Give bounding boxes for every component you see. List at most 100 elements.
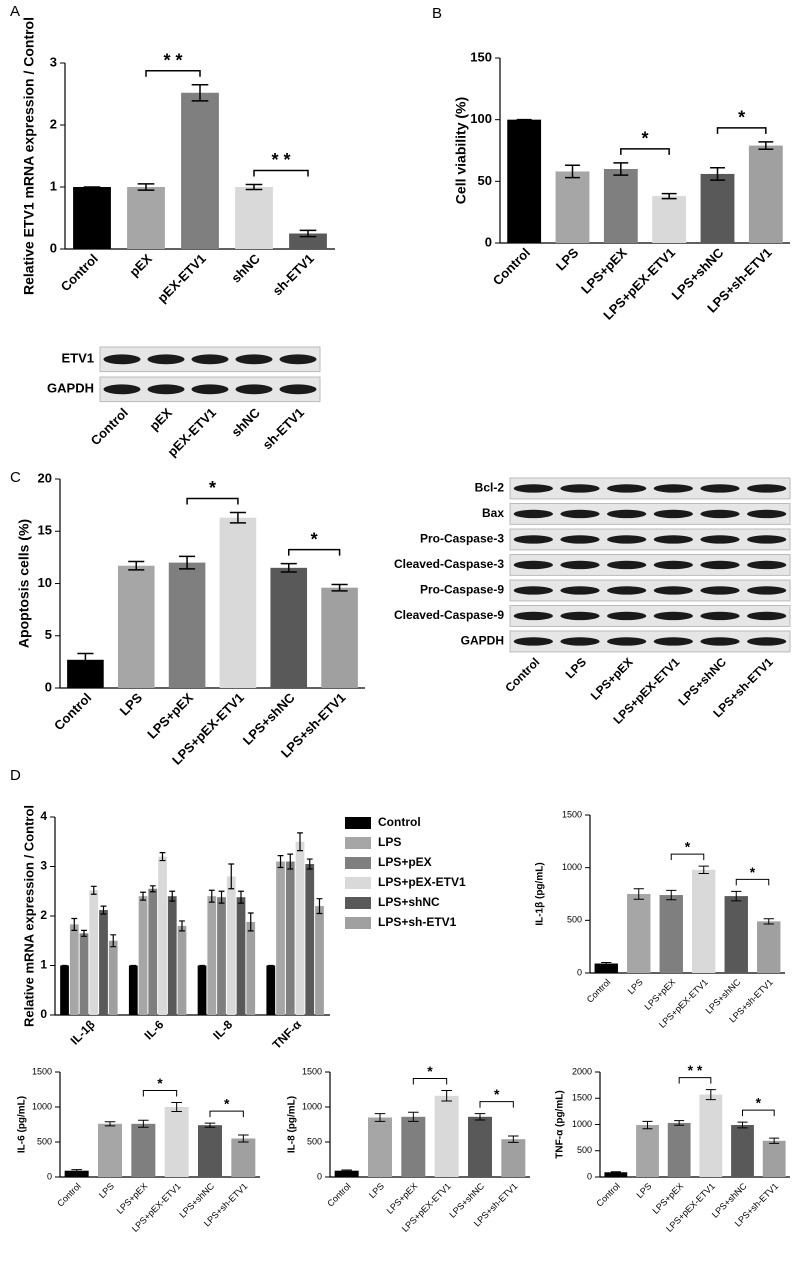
bar: [219, 517, 257, 688]
error-bar: [758, 141, 774, 151]
error-bar: [169, 890, 176, 902]
blot-band: [513, 560, 553, 570]
bar: [627, 894, 651, 973]
bar: [321, 587, 358, 688]
blot-band: [653, 637, 693, 646]
y-tick-label: 1: [50, 178, 57, 193]
bar: [594, 963, 618, 973]
blot-strip: [509, 477, 791, 500]
blot-strip: [509, 630, 791, 653]
y-tick-label: 1500: [562, 809, 582, 819]
panel-label: D: [10, 767, 21, 784]
significance-bracket: [479, 1101, 514, 1108]
y-tick-label: 15: [38, 523, 52, 538]
legend-swatch: [345, 837, 371, 849]
y-tick-label: 500: [307, 1136, 322, 1146]
error-bar: [763, 918, 774, 925]
blot-band: [700, 637, 740, 646]
x-tick-label: LPS: [626, 977, 645, 996]
blot-band: [513, 586, 553, 595]
error-bar: [633, 888, 644, 900]
error-bar: [280, 562, 297, 573]
x-tick-label: Control: [55, 1181, 83, 1209]
x-tick-label: Control: [594, 1181, 622, 1209]
y-axis-label: Cell viability (%): [453, 97, 469, 204]
blot-row-label: Pro-Caspase-9: [420, 583, 504, 597]
blot-lane-label: shNC: [228, 405, 263, 440]
significance-bracket: [142, 1089, 178, 1097]
error-bar: [565, 164, 580, 179]
legend-label: Control: [378, 815, 421, 829]
error-bar: [208, 889, 215, 903]
bar: [158, 856, 167, 1015]
y-axis-label: Relative mRNA expression / Control: [21, 805, 36, 1027]
bar: [236, 897, 246, 1015]
blot-band: [607, 586, 647, 595]
significance-label: * *: [271, 150, 290, 170]
error-bar: [441, 1090, 452, 1102]
y-axis-label: TNF-α (pg/mL): [555, 1090, 566, 1158]
blot-band: [513, 509, 553, 519]
significance-bracket: [186, 497, 239, 505]
blot-band: [700, 560, 740, 570]
x-tick-label: TNF-α: [270, 1017, 305, 1052]
blot-lane-label: LPS: [563, 655, 589, 681]
error-bar: [474, 1113, 486, 1121]
significance-label: *: [738, 108, 745, 128]
bar: [79, 933, 89, 1015]
significance-bracket: [288, 548, 341, 556]
y-tick-label: 0: [50, 240, 57, 255]
error-bar: [769, 1137, 780, 1144]
blot-band: [191, 354, 229, 365]
bar: [276, 861, 285, 1015]
blot-band: [560, 484, 600, 493]
error-bar: [138, 1119, 149, 1128]
y-tick-label: 4: [40, 809, 47, 823]
y-tick-label: 100: [470, 111, 492, 126]
blot-strip: [509, 554, 791, 576]
blot-band: [653, 611, 693, 621]
error-bar: [140, 891, 146, 901]
bar: [117, 565, 155, 688]
x-tick-label: Control: [325, 1181, 353, 1209]
blot-band: [103, 384, 141, 395]
error-bar: [238, 890, 244, 904]
error-bar: [341, 1169, 352, 1172]
y-tick-label: 1000: [562, 862, 582, 872]
bar: [295, 841, 305, 1015]
y-tick-label: 3: [50, 54, 57, 69]
bar: [289, 233, 327, 249]
bar: [181, 92, 219, 249]
error-bar: [238, 1134, 249, 1143]
panel-label: A: [10, 3, 20, 20]
x-tick-label: LPS: [634, 1181, 653, 1200]
blot-band: [607, 509, 647, 519]
blot-band: [653, 560, 693, 570]
blot-band: [560, 535, 600, 544]
bar: [659, 895, 683, 973]
error-bar: [287, 853, 294, 870]
panel-label: B: [432, 5, 442, 22]
bar: [501, 1139, 526, 1177]
blot-band: [747, 611, 787, 621]
blot-lane-label: sh-ETV1: [260, 405, 307, 452]
error-bar: [245, 183, 263, 191]
bar: [167, 896, 177, 1015]
bar: [305, 864, 315, 1015]
x-tick-label: Control: [58, 251, 101, 294]
bar: [757, 921, 781, 973]
significance-label: *: [685, 838, 691, 854]
bar: [164, 1107, 189, 1177]
significance-label: *: [494, 1086, 500, 1102]
significance-label: *: [209, 478, 216, 498]
error-bar: [316, 898, 323, 915]
y-tick-label: 3: [40, 859, 47, 873]
blot-band: [560, 586, 600, 595]
blot-row-label: ETV1: [61, 351, 94, 366]
significance-bracket: [620, 148, 670, 155]
y-axis-label: Apoptosis cells (%): [16, 519, 32, 648]
blot-band: [607, 637, 647, 646]
y-tick-label: 1500: [302, 1066, 322, 1076]
error-bar: [247, 912, 254, 932]
bar: [636, 1125, 659, 1177]
